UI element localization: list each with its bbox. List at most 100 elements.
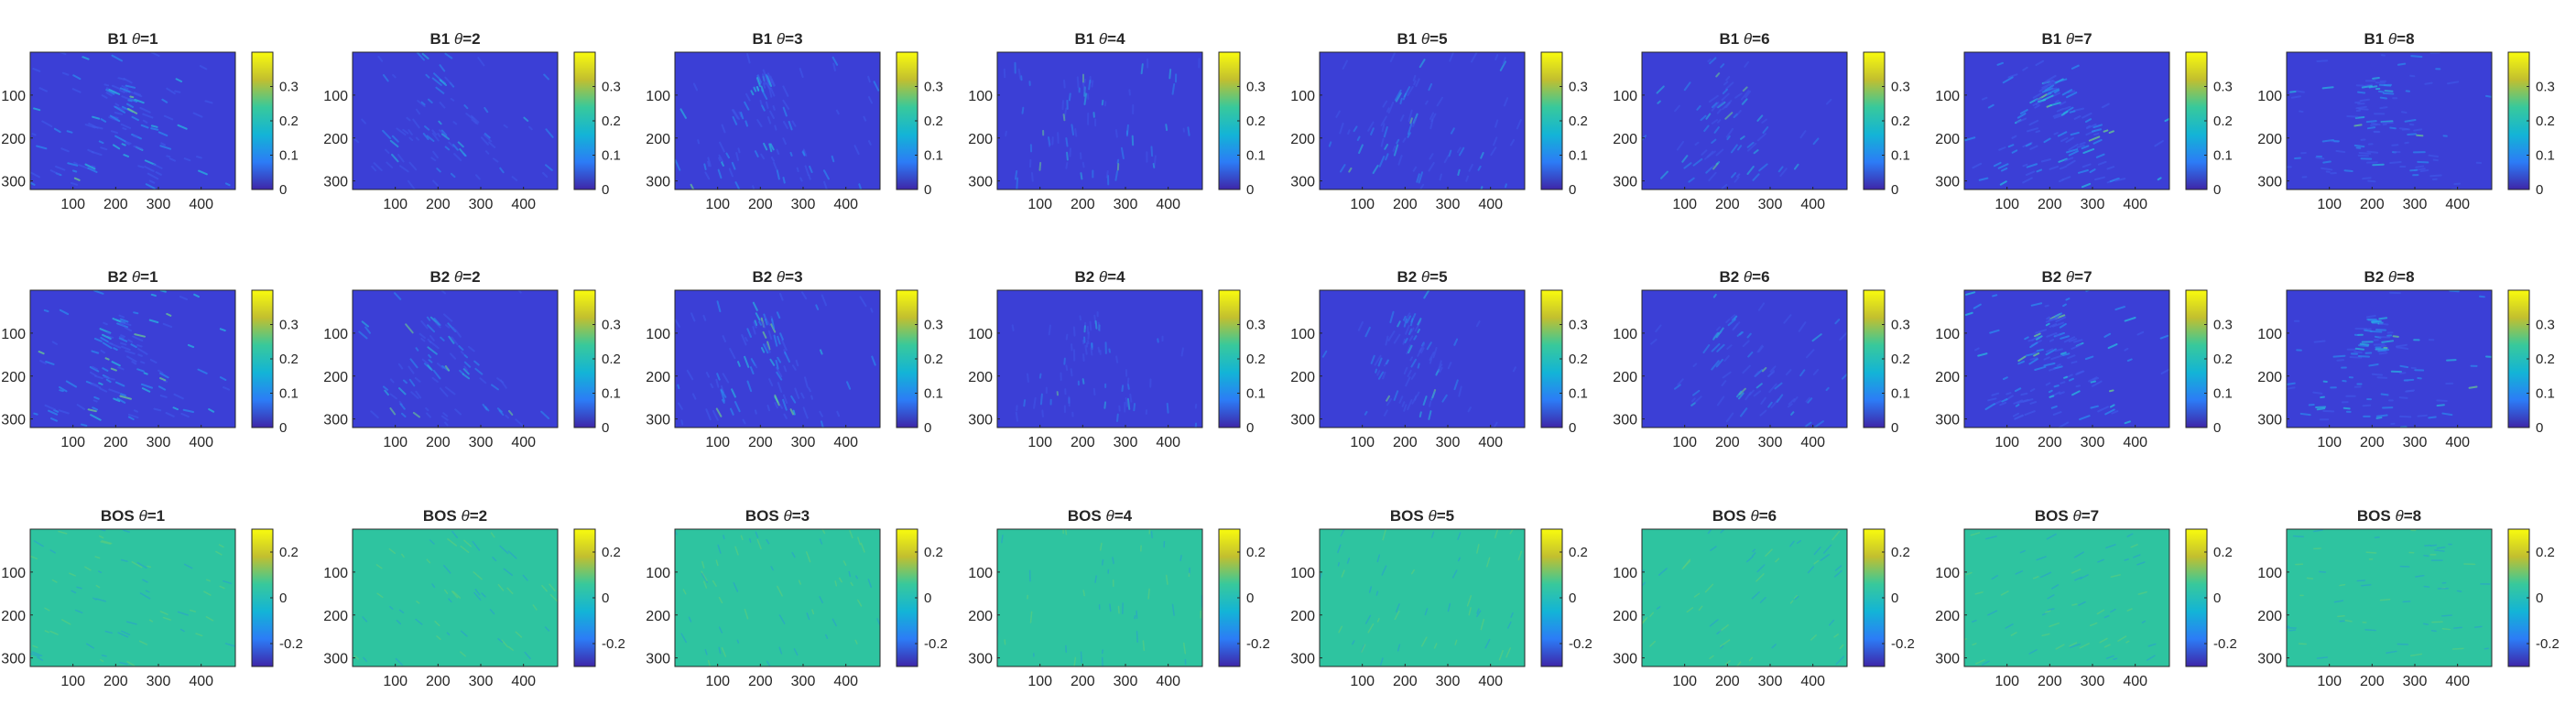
heatmap-streak: [2085, 118, 2092, 123]
heatmap-streak: [439, 79, 448, 86]
x-tick-label: 400: [189, 674, 213, 689]
heatmap-streak: [2065, 136, 2075, 144]
heatmap-streak: [435, 322, 441, 329]
y-tick-label: 200: [1, 370, 26, 385]
heatmap-streak: [2473, 625, 2483, 629]
heatmap-streak: [2059, 101, 2067, 106]
heatmap-streak: [2029, 145, 2038, 150]
colorbar-tick-label: 0.1: [924, 386, 943, 402]
heatmap-streak: [2010, 632, 2017, 636]
colorbar-tick-label: 0: [1246, 590, 1254, 606]
heatmap-streak: [358, 330, 368, 340]
heatmap-streak: [1692, 389, 1701, 396]
heatmap-streak: [2045, 322, 2050, 327]
heatmap-streak: [741, 334, 747, 346]
y-tick-label: 300: [1, 413, 26, 428]
heatmap-streak: [508, 646, 514, 651]
heatmap-streak: [2041, 612, 2048, 616]
heatmap-streak: [1716, 101, 1724, 108]
x-tick-label: 100: [2317, 674, 2342, 689]
heatmap-streak: [1696, 104, 1701, 111]
heatmap-streak: [2316, 656, 2329, 659]
heatmap-streak: [473, 591, 482, 601]
heatmap-streak: [778, 614, 786, 624]
heatmap-streak: [120, 334, 125, 338]
colorbar: [1540, 51, 1563, 190]
heatmap-streak: [121, 85, 129, 90]
heatmap-streak: [1128, 89, 1131, 96]
heatmap-image: [1642, 529, 1847, 666]
heatmap-streak: [113, 397, 121, 403]
heatmap-streak: [126, 661, 136, 666]
heatmap-streak: [1790, 411, 1795, 416]
heatmap-streak: [1775, 558, 1780, 563]
heatmap-streak: [850, 581, 853, 587]
heatmap-streak: [432, 150, 439, 159]
x-tick-label: 400: [833, 674, 858, 689]
y-tick-label: 200: [1613, 609, 1637, 624]
x-tick-label: 200: [103, 197, 128, 212]
heatmap-streak: [1081, 378, 1085, 385]
heatmap-streak: [740, 112, 745, 120]
heatmap-streak: [506, 587, 514, 594]
heatmap-streak: [1011, 324, 1015, 332]
heatmap-streak: [1793, 594, 1798, 600]
colorbar-tick-label: 0.2: [1891, 352, 1910, 367]
heatmap-streak: [402, 128, 409, 135]
heatmap-streak: [384, 389, 389, 396]
y-tick-label: 200: [323, 370, 348, 385]
heatmap-streak: [2044, 610, 2051, 613]
heatmap-streak: [382, 129, 392, 140]
heatmap-streak: [1347, 129, 1351, 135]
heatmap-streak: [1392, 145, 1397, 152]
colorbar-tick-label: 0: [2536, 590, 2543, 606]
heatmap-streak: [2441, 412, 2453, 417]
heatmap-streak: [1370, 354, 1375, 364]
heatmap-streak: [1972, 162, 1983, 169]
heatmap-streak: [1756, 133, 1766, 142]
colorbar-tick-label: 0: [2213, 420, 2221, 436]
heatmap-streak: [1757, 302, 1766, 311]
colorbar: [2507, 51, 2530, 190]
heatmap-streak: [429, 539, 435, 545]
heatmap-streak: [159, 372, 169, 379]
heatmap-streak: [30, 653, 40, 657]
heatmap-streak: [2114, 306, 2125, 311]
heatmap-streak: [1368, 586, 1373, 593]
axes-frame: [1963, 51, 2170, 190]
heatmap-streak: [405, 323, 414, 334]
heatmap-streak: [113, 347, 118, 352]
heatmap-streak: [1746, 166, 1755, 175]
heatmap-streak: [2361, 84, 2373, 89]
heatmap-streak: [448, 335, 455, 344]
heatmap-streak: [745, 120, 749, 127]
axes-frame: [1963, 289, 2170, 428]
heatmap-streak: [717, 168, 723, 179]
heatmap-streak: [1715, 161, 1721, 166]
heatmap-streak: [112, 144, 121, 150]
heatmap-streak: [44, 607, 50, 612]
heatmap-streak: [100, 658, 104, 663]
heatmap-streak: [1429, 352, 1435, 361]
heatmap-streak: [1736, 173, 1741, 179]
heatmap-streak: [1358, 144, 1364, 155]
heatmap-streak: [173, 393, 184, 400]
colorbar-tick-label: 0.3: [1246, 80, 1266, 95]
heatmap-streak: [31, 651, 43, 656]
x-tick-label: 400: [511, 674, 536, 689]
heatmap-streak: [806, 551, 811, 563]
heatmap-streak: [831, 56, 839, 66]
y-tick-label: 200: [968, 370, 993, 385]
heatmap-streak: [2029, 401, 2038, 405]
heatmap-texture: [2287, 52, 2492, 190]
heatmap-streak: [2125, 640, 2130, 644]
colorbar-tick-label: 0.3: [2213, 80, 2233, 95]
heatmap-streak: [1179, 554, 1182, 561]
heatmap-streak: [503, 124, 508, 129]
heatmap-streak: [2062, 303, 2067, 308]
colorbar-tick-label: 0.3: [1569, 80, 1588, 95]
